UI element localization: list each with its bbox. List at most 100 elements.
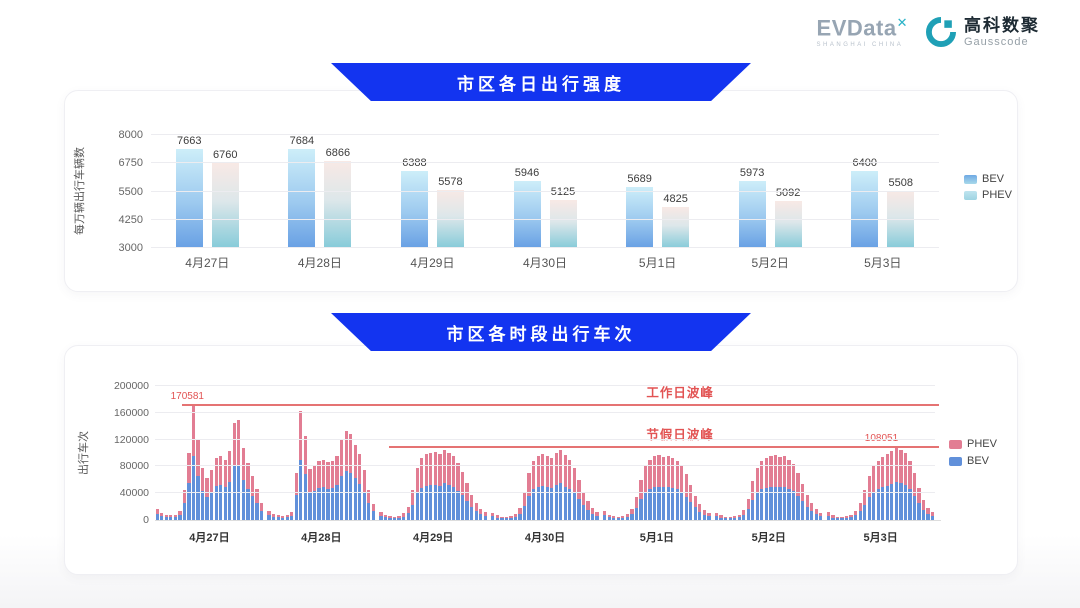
bev-bar[interactable] — [259, 510, 264, 520]
bev-bar[interactable] — [639, 499, 643, 520]
bev-bar[interactable] — [299, 459, 303, 520]
phev-bar[interactable] — [577, 479, 581, 500]
bev-bar[interactable] — [545, 486, 549, 520]
phev-bar[interactable] — [474, 503, 478, 512]
bev-bar[interactable] — [801, 501, 805, 520]
phev-bar[interactable] — [402, 513, 406, 517]
bev-bar[interactable] — [908, 489, 912, 520]
bev-bar[interactable] — [200, 491, 205, 520]
phev-bar[interactable] — [612, 516, 616, 518]
bev-bar[interactable] — [255, 503, 259, 520]
bev-bar[interactable] — [791, 490, 796, 520]
bev-bar[interactable] — [707, 516, 711, 520]
phev-bar[interactable] — [527, 473, 531, 496]
phev-bar[interactable] — [764, 458, 769, 488]
bev-bar[interactable] — [819, 516, 823, 520]
phev-bar[interactable] — [858, 502, 862, 511]
phev-bar[interactable] — [214, 457, 218, 486]
phev-bar[interactable] — [259, 502, 264, 511]
phev-bar[interactable] — [563, 455, 567, 487]
bev-bar[interactable] — [684, 496, 688, 520]
phev-bar[interactable] — [182, 489, 187, 504]
phev-bar[interactable] — [339, 439, 344, 476]
phev-bar[interactable] — [616, 516, 620, 519]
bev-bar[interactable] — [568, 488, 572, 520]
phev-bar[interactable] — [479, 509, 483, 515]
phev-bar[interactable] — [550, 458, 554, 488]
phev-bar[interactable] — [723, 516, 728, 519]
bev-bar[interactable] — [849, 517, 853, 520]
bev-bar[interactable] — [787, 488, 791, 520]
phev-bar[interactable] — [173, 514, 177, 518]
bev-bar[interactable] — [250, 495, 255, 520]
phev-bar[interactable] — [491, 512, 495, 517]
phev-bar[interactable] — [308, 469, 312, 492]
bev-bar[interactable] — [232, 466, 236, 520]
phev-bar[interactable] — [595, 511, 599, 516]
phev-bar[interactable] — [545, 455, 549, 487]
bev-bar[interactable] — [853, 515, 858, 520]
bev-bar[interactable] — [276, 517, 280, 520]
phev-bar[interactable] — [769, 456, 773, 488]
bev-bar[interactable] — [518, 513, 522, 520]
bev-bar[interactable] — [228, 481, 232, 520]
bev-bar[interactable] — [616, 518, 620, 520]
bev-bar[interactable] — [353, 478, 357, 520]
bev-bar[interactable] — [155, 513, 159, 520]
phev-bar[interactable] — [881, 457, 885, 488]
phev-bar[interactable] — [169, 515, 173, 518]
phev-bar[interactable] — [554, 453, 558, 486]
bev-bar[interactable] — [397, 517, 401, 520]
phev-bar[interactable] — [621, 516, 625, 518]
bev-bar[interactable] — [586, 509, 590, 520]
bev-bar[interactable] — [917, 503, 921, 520]
bev-bar[interactable] — [400, 171, 428, 248]
bev-bar[interactable] — [723, 518, 728, 520]
phev-bar[interactable] — [773, 455, 778, 487]
bev-bar[interactable] — [388, 517, 392, 520]
bev-bar[interactable] — [881, 487, 885, 520]
phev-bar[interactable] — [344, 430, 348, 472]
bev-bar[interactable] — [581, 505, 586, 520]
phev-bar[interactable] — [312, 466, 317, 491]
phev-bar[interactable] — [276, 515, 280, 518]
phev-bar[interactable] — [420, 458, 424, 488]
bev-bar[interactable] — [187, 483, 191, 520]
bev-bar[interactable] — [782, 486, 787, 520]
bev-bar[interactable] — [411, 504, 415, 520]
phev-bar[interactable] — [299, 410, 303, 460]
phev-bar[interactable] — [232, 422, 236, 467]
bev-bar[interactable] — [349, 473, 353, 520]
bev-bar[interactable] — [835, 518, 840, 520]
bev-bar[interactable] — [344, 471, 348, 520]
bev-bar[interactable] — [652, 487, 657, 520]
bev-bar[interactable] — [290, 515, 294, 520]
phev-bar[interactable] — [559, 449, 563, 484]
phev-bar[interactable] — [211, 163, 239, 248]
bev-bar[interactable] — [321, 486, 326, 520]
phev-bar[interactable] — [714, 512, 719, 517]
bev-bar[interactable] — [863, 504, 867, 520]
phev-bar[interactable] — [371, 503, 375, 512]
phev-bar[interactable] — [810, 503, 814, 512]
phev-bar[interactable] — [733, 516, 737, 518]
phev-bar[interactable] — [572, 467, 577, 493]
phev-bar[interactable] — [760, 461, 764, 490]
phev-bar[interactable] — [349, 434, 353, 474]
bev-bar[interactable] — [383, 517, 388, 520]
phev-bar[interactable] — [241, 448, 245, 481]
bev-bar[interactable] — [362, 492, 366, 520]
phev-bar[interactable] — [634, 496, 639, 508]
bev-bar[interactable] — [392, 518, 397, 520]
phev-bar[interactable] — [155, 509, 159, 514]
bev-bar[interactable] — [504, 518, 509, 520]
bev-bar[interactable] — [885, 485, 889, 520]
phev-bar[interactable] — [303, 436, 307, 474]
bev-bar[interactable] — [527, 495, 531, 520]
phev-bar[interactable] — [255, 489, 259, 504]
bev-bar[interactable] — [680, 491, 684, 520]
phev-bar[interactable] — [495, 515, 499, 518]
phev-bar[interactable] — [429, 453, 433, 486]
phev-bar[interactable] — [358, 454, 362, 484]
bev-bar[interactable] — [728, 518, 732, 520]
